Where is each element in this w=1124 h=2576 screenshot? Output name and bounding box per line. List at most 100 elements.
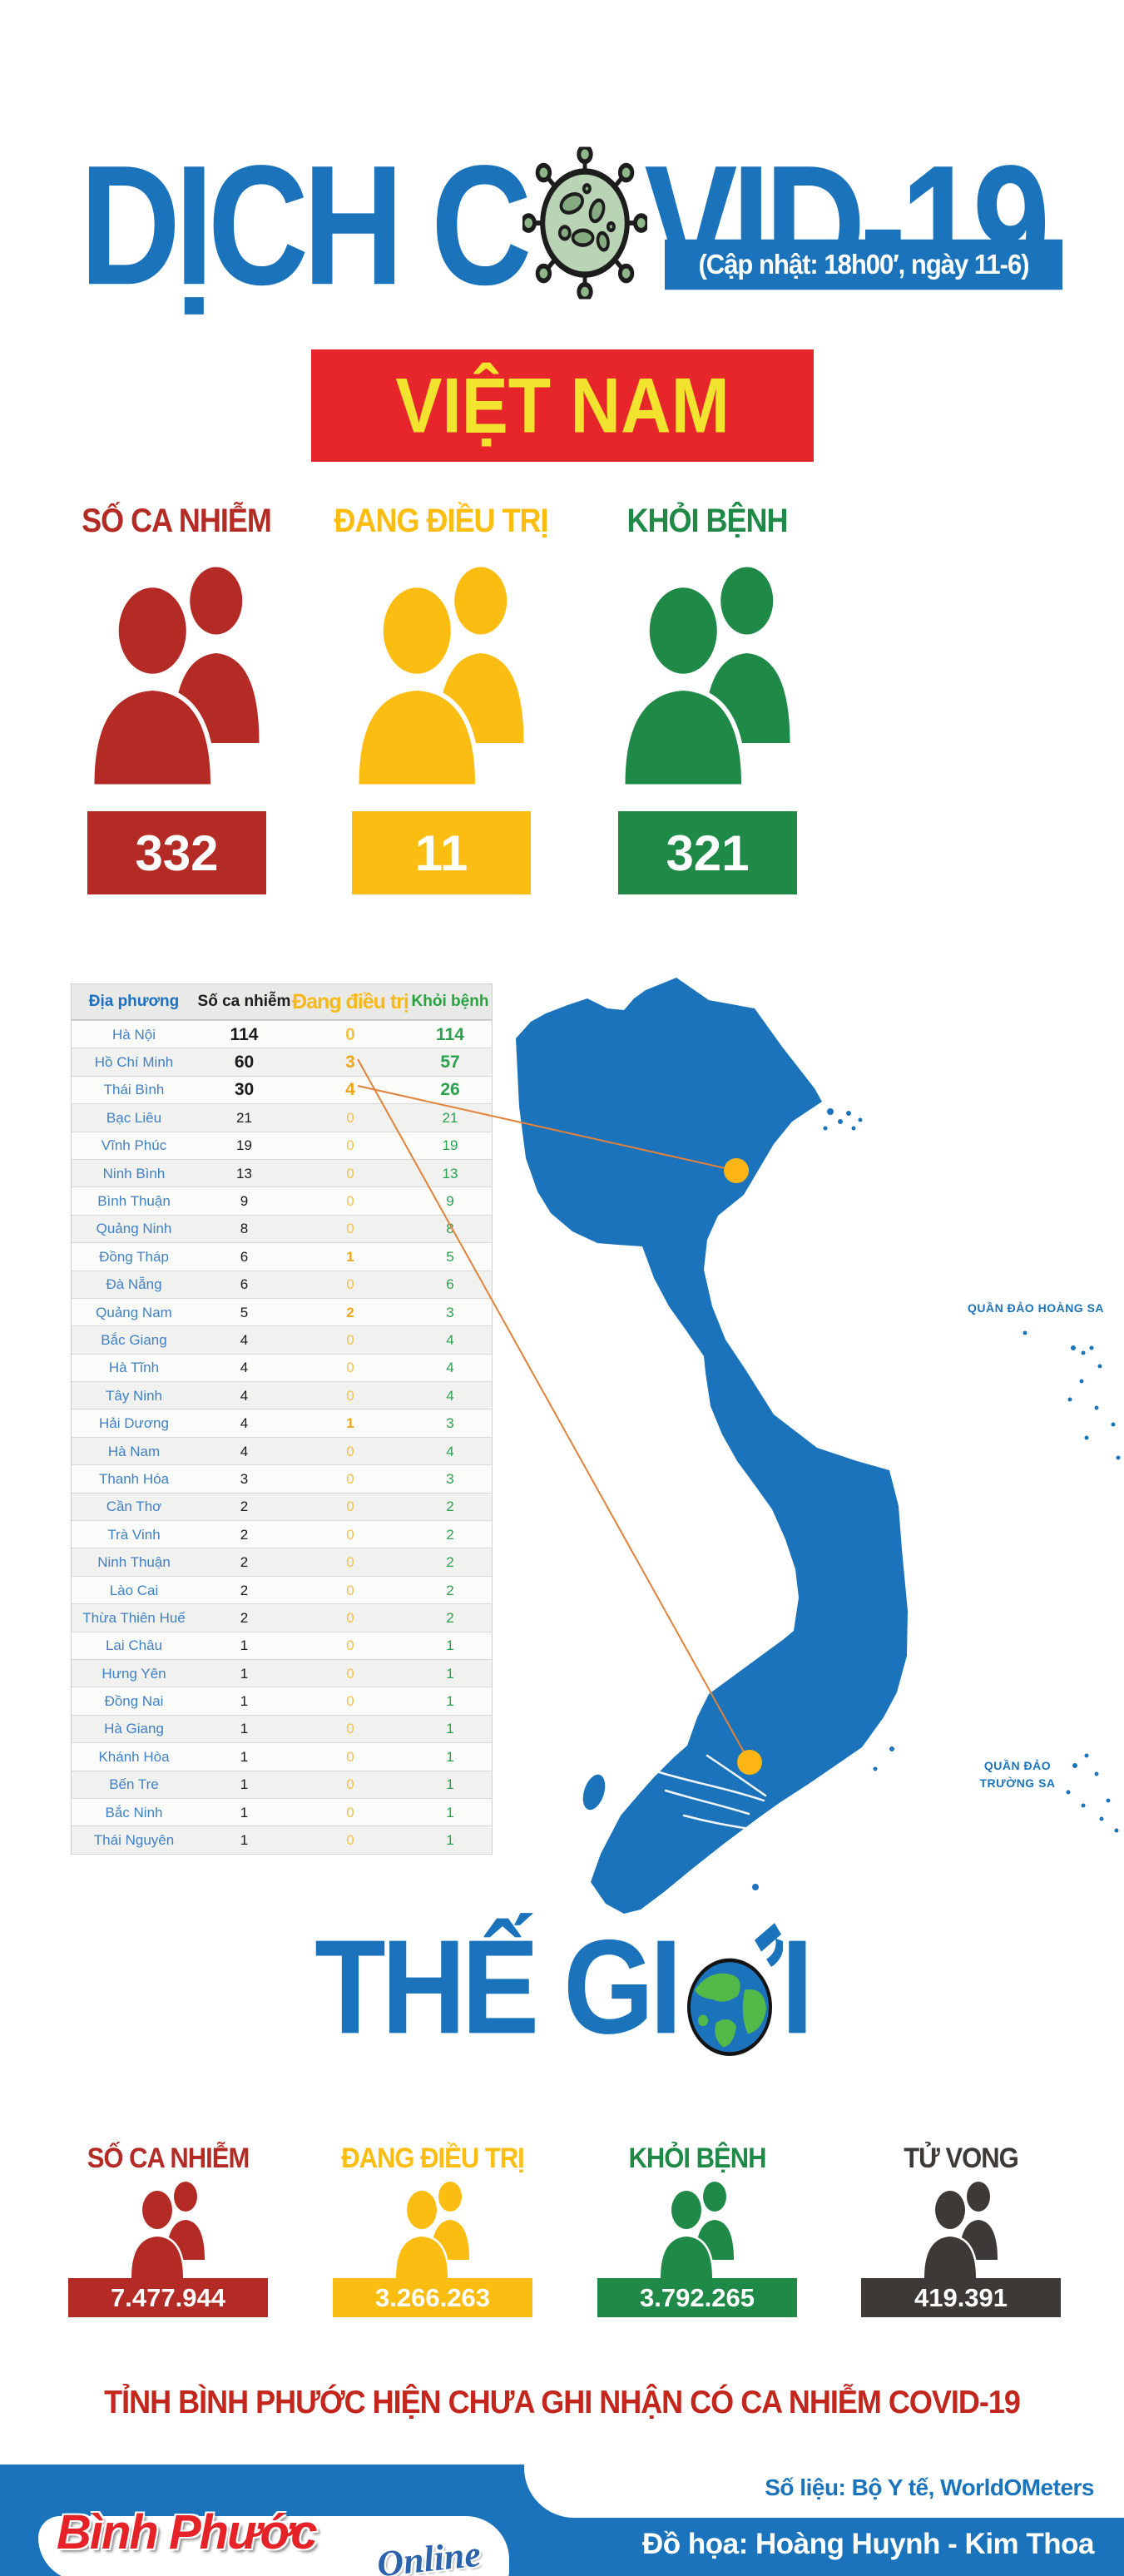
table-cell: 1 — [346, 1415, 354, 1432]
world-title-pre: THẾ GI — [314, 1911, 682, 2062]
table-row: Bình Thuận 9 0 9 — [72, 1186, 492, 1215]
table-row: Hà Tĩnh 4 0 4 — [72, 1353, 492, 1382]
vietnam-mainland — [516, 978, 908, 1914]
table-cell: Thái Bình — [103, 1082, 165, 1098]
table-cell: 0 — [346, 1276, 354, 1293]
footer: Số liệu: Bộ Y tế, WorldOMeters Đồ họa: H… — [0, 2465, 1124, 2576]
table-cell: 2 — [346, 1304, 354, 1320]
table-cell: 26 — [440, 1080, 460, 1100]
logo-text-sub: Online — [375, 2533, 483, 2576]
table-cell: Hồ Chí Minh — [94, 1054, 174, 1071]
table-cell: 3 — [345, 1053, 355, 1073]
vn-infected-header: SỐ CA NHIỄM — [82, 501, 272, 539]
table-cell: Bắc Giang — [101, 1331, 167, 1348]
world-title-post: I — [780, 1911, 814, 2062]
world-deaths-header: TỬ VONG — [904, 2142, 1019, 2174]
binh-phuoc-statement: TỈNH BÌNH PHƯỚC HIỆN CHƯA GHI NHẬN CÓ CA… — [104, 2383, 1021, 2420]
table-cell: 13 — [236, 1165, 252, 1181]
vn-recovered-value-box: 321 — [618, 811, 797, 894]
province-table-header: Địa phương Số ca nhiễm Đang điều trị Khỏ… — [72, 984, 492, 1020]
table-cell: 1 — [346, 1248, 354, 1265]
table-cell: 1 — [240, 1748, 249, 1765]
table-row: Hà Giang 1 0 1 — [72, 1714, 492, 1743]
table-cell: 2 — [240, 1526, 249, 1543]
table-cell: 4 — [446, 1331, 454, 1348]
table-cell: 2 — [240, 1499, 249, 1515]
table-cell: 0 — [346, 1470, 354, 1487]
table-cell: 1 — [446, 1693, 454, 1710]
world-recovered-icon — [635, 2178, 760, 2282]
table-cell: 0 — [346, 1748, 354, 1765]
table-cell: 2 — [446, 1554, 454, 1571]
globe-icon — [676, 1917, 784, 2061]
table-cell: 1 — [240, 1693, 249, 1710]
table-cell: 4 — [446, 1387, 454, 1404]
table-cell: 2 — [240, 1582, 249, 1598]
table-cell: 0 — [346, 1331, 354, 1348]
table-cell: 3 — [446, 1304, 454, 1320]
table-cell: Bắc Ninh — [105, 1804, 163, 1821]
table-cell: Cần Thơ — [106, 1499, 162, 1515]
table-row: Hà Nội 114 0 114 — [72, 1020, 492, 1048]
table-cell: 0 — [346, 1637, 354, 1654]
province-table-body: Hà Nội 114 0 114 Hồ Chí Minh 60 3 57 Thái Bình 3 0… — [72, 1020, 492, 1854]
table-cell: 4 — [446, 1360, 454, 1376]
table-cell: 1 — [240, 1804, 249, 1821]
table-cell: 1 — [446, 1776, 454, 1793]
table-row: Thừa Thiên Huế 2 0 2 — [72, 1603, 492, 1632]
table-cell: 0 — [346, 1554, 354, 1571]
vietnam-banner: VIỆT NAM — [311, 349, 814, 462]
world-infected-icon — [106, 2178, 230, 2282]
table-cell: 1 — [240, 1721, 249, 1737]
table-cell: 0 — [346, 1693, 354, 1710]
table-row: Đồng Tháp 6 1 5 — [72, 1242, 492, 1271]
table-cell: 3 — [446, 1415, 454, 1432]
table-row: Ninh Thuận 2 0 2 — [72, 1548, 492, 1576]
table-row: Bạc Liêu 21 0 21 — [72, 1103, 492, 1132]
table-cell: 1 — [446, 1832, 454, 1849]
table-cell: 19 — [442, 1137, 458, 1154]
update-note: (Cập nhật: 18h00′, ngày 11-6) — [665, 239, 1062, 290]
vn-recovered-header: KHỎI BỆNH — [626, 501, 788, 539]
logo-text-main: Bình Phước — [57, 2505, 318, 2559]
world-recovered-value-box: 3.792.265 — [597, 2278, 797, 2317]
vn-treating-value-box: 11 — [352, 811, 531, 894]
table-row: Quảng Ninh 8 0 8 — [72, 1214, 492, 1243]
vietnam-banner-label: VIỆT NAM — [395, 361, 730, 449]
table-cell: 1 — [240, 1665, 249, 1682]
table-cell: 8 — [446, 1221, 454, 1237]
table-cell: 0 — [346, 1776, 354, 1793]
table-row: Hải Dương 4 1 3 — [72, 1409, 492, 1437]
table-row: Quảng Nam 5 2 3 — [72, 1297, 492, 1326]
table-cell: 0 — [345, 1024, 355, 1044]
table-cell: 4 — [240, 1387, 249, 1404]
table-cell: Thái Nguyên — [93, 1832, 175, 1849]
footer-notch — [524, 2465, 1124, 2518]
table-cell: 0 — [346, 1193, 354, 1210]
table-cell: 6 — [240, 1276, 249, 1293]
table-row: Khánh Hòa 1 0 1 — [72, 1742, 492, 1771]
table-cell: 2 — [240, 1554, 249, 1571]
table-row: Hưng Yên 1 0 1 — [72, 1658, 492, 1687]
world-deaths-icon — [899, 2178, 1023, 2282]
table-cell: Ninh Bình — [102, 1165, 166, 1181]
table-row: Vĩnh Phúc 19 0 19 — [72, 1131, 492, 1159]
coronavirus-icon — [520, 143, 650, 302]
world-infected-value-box: 7.477.944 — [68, 2278, 268, 2317]
table-row: Hồ Chí Minh 60 3 57 — [72, 1048, 492, 1076]
table-cell: Bình Thuận — [97, 1193, 171, 1210]
table-row: Bắc Giang 4 0 4 — [72, 1325, 492, 1354]
table-cell: 0 — [346, 1109, 354, 1126]
table-row: Bắc Ninh 1 0 1 — [72, 1797, 492, 1826]
table-cell: 3 — [240, 1470, 249, 1487]
truong-sa-label: QUẦN ĐẢO TRƯỜNG SA — [979, 1759, 1056, 1790]
table-row: Tây Ninh 4 0 4 — [72, 1381, 492, 1409]
recovered-people-icon — [614, 553, 801, 795]
table-cell: 6 — [446, 1276, 454, 1293]
table-cell: Hà Tĩnh — [108, 1360, 160, 1376]
table-cell: 5 — [446, 1248, 454, 1265]
table-cell: 1 — [240, 1637, 249, 1654]
table-cell: 1 — [240, 1776, 249, 1793]
world-deaths-value-box: 419.391 — [861, 2278, 1061, 2317]
